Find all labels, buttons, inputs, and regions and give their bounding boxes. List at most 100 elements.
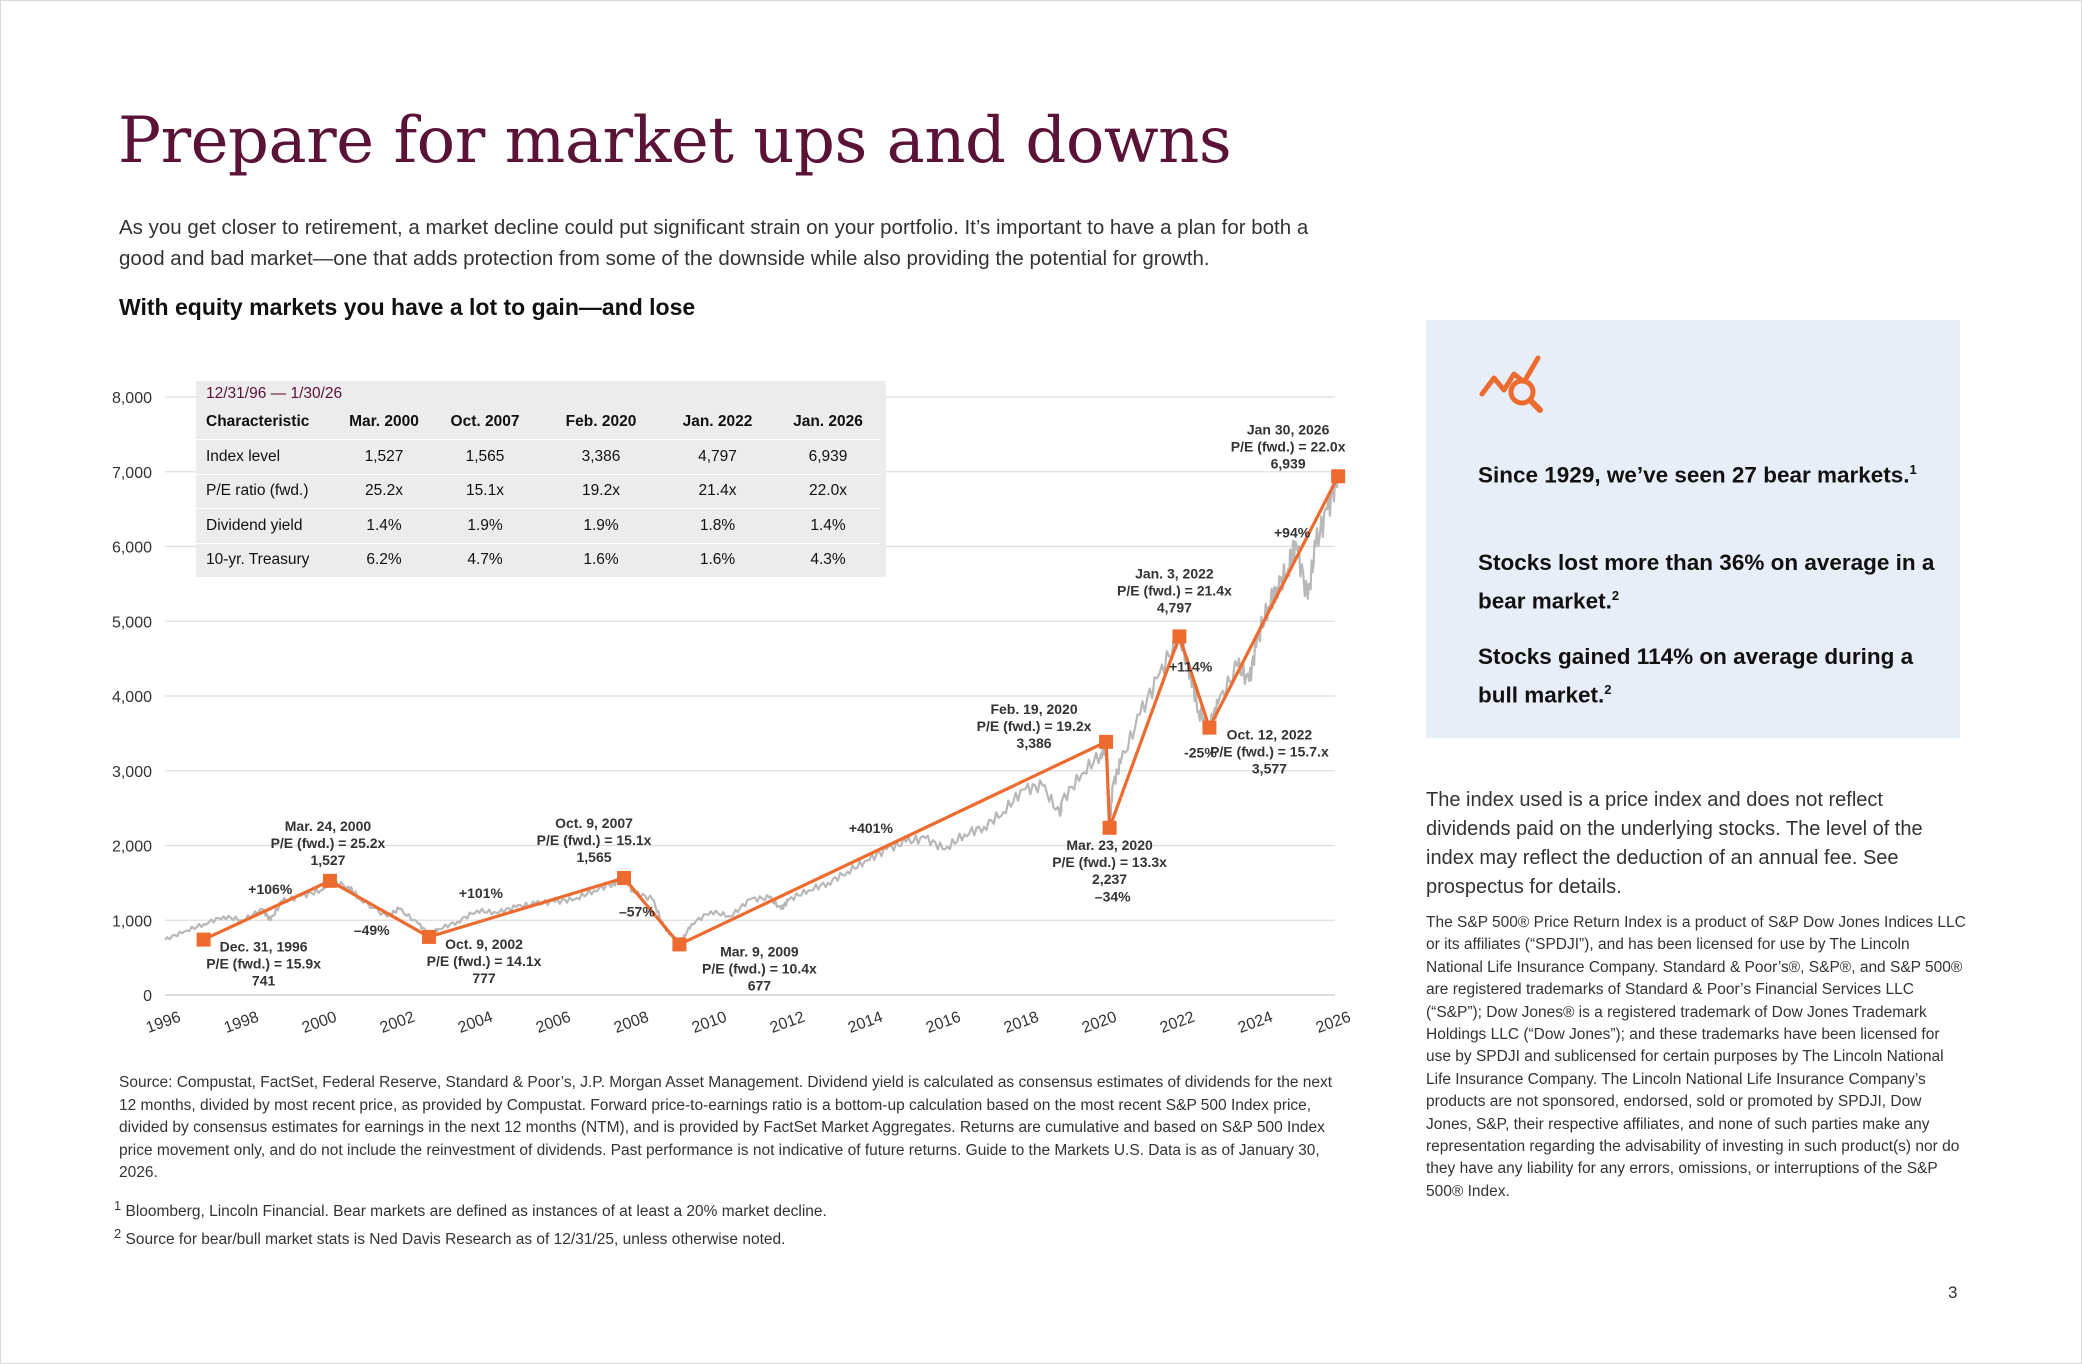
footnote-ref: 1 (1909, 462, 1917, 477)
point-label: Mar. 24, 2000 P/E (fwd.) = 25.2x 1,527 (271, 818, 386, 868)
characteristics-table: 12/31/96 — 1/30/26 Characteristic Mar. 2… (196, 381, 886, 577)
point-label-line: Oct. 9, 2002 (445, 936, 523, 952)
table-header-cell: Jan. 2026 (793, 413, 863, 430)
peak-trough-marker (1172, 629, 1187, 644)
point-label-line: Mar. 24, 2000 (285, 818, 372, 834)
x-tick-label: 2000 (300, 1009, 339, 1037)
bull-market-gain-stat: Stocks gained 114% on average during a b… (1478, 640, 1938, 712)
point-label-line: 2,237 (1092, 871, 1127, 887)
x-tick-label: 2022 (1158, 1009, 1197, 1037)
change-annotation: –49% (354, 922, 390, 938)
table-cell: 1.9% (427, 508, 543, 543)
point-label-line: Mar. 23, 2020 (1066, 837, 1153, 853)
table-header-row: Characteristic Mar. 2000 Oct. 2007 Feb. … (196, 405, 880, 440)
chart-subhead: With equity markets you have a lot to ga… (119, 294, 696, 320)
footnote-text: Source for bear/bull market stats is Ned… (125, 1231, 786, 1249)
page-number: 3 (1948, 1283, 1958, 1302)
change-annotation: +94% (1274, 525, 1311, 541)
point-label-line: P/E (fwd.) = 21.4x (1117, 582, 1232, 598)
x-tick-label: 2004 (456, 1009, 495, 1037)
y-tick-label: 4,000 (112, 689, 152, 706)
point-label-line: P/E (fwd.) = 15.1x (537, 832, 652, 848)
footnote-text: Bloomberg, Lincoln Financial. Bear marke… (125, 1203, 827, 1221)
peak-trough-marker (672, 937, 687, 952)
chart-annotations: +106% –49% +101% –57% +401% –34% +114% -25% +94% (248, 525, 1310, 939)
x-tick-label: 2026 (1314, 1009, 1353, 1037)
table-header-cell: Mar. 2000 (349, 413, 419, 430)
source-note: Source: Compustat, FactSet, Federal Rese… (119, 1074, 1333, 1181)
point-label: Jan. 3, 2022 P/E (fwd.) = 21.4x 4,797 (1117, 565, 1232, 615)
change-annotation: –57% (619, 904, 655, 920)
point-label-line: Jan. 3, 2022 (1135, 565, 1214, 581)
stat-text: Stocks gained 114% on average during a b… (1478, 644, 1914, 708)
point-label-line: 741 (252, 973, 276, 989)
chart-markers (196, 469, 1346, 952)
page-title: Prepare for market ups and downs (118, 104, 1232, 178)
change-annotation: +101% (459, 885, 504, 901)
point-label-line: Oct. 9, 2007 (555, 815, 633, 831)
point-label: Dec. 31, 1996 P/E (fwd.) = 15.9x 741 (206, 939, 321, 989)
point-label-line: 1,565 (577, 849, 612, 865)
point-label: Mar. 9, 2009 P/E (fwd.) = 10.4x 677 (702, 943, 817, 993)
point-label-line: 1,527 (310, 852, 345, 868)
chart-trend-line (202, 475, 1340, 947)
y-tick-label: 5,000 (112, 614, 152, 631)
table-cell: 1.6% (659, 542, 776, 577)
point-label-line: Feb. 19, 2020 (990, 701, 1077, 717)
y-tick-label: 2,000 (112, 839, 152, 856)
table-cell: P/E ratio (fwd.) (196, 473, 341, 509)
point-label: Jan 30, 2026 P/E (fwd.) = 22.0x 6,939 (1231, 421, 1346, 471)
table-cell: 3,386 (543, 439, 659, 474)
footnote-mark: 2 (114, 1226, 122, 1241)
peak-trough-marker (422, 929, 437, 944)
y-tick-label: 6,000 (112, 540, 152, 557)
table-cell: Dividend yield (196, 508, 341, 543)
table-row: Index level 1,527 1,565 3,386 4,797 6,93… (196, 439, 880, 474)
x-tick-label: 1998 (222, 1009, 261, 1037)
table-cell: 6,939 (776, 439, 880, 474)
table-header-cell: Jan. 2022 (682, 413, 753, 430)
change-annotation: –34% (1095, 889, 1131, 905)
table-cell: 1.6% (543, 542, 659, 577)
point-label-line: P/E (fwd.) = 15.7.x (1210, 744, 1329, 760)
peak-trough-marker (1102, 820, 1117, 835)
y-tick-label: 0 (143, 988, 152, 1005)
point-label-line: P/E (fwd.) = 15.9x (206, 956, 321, 972)
footnote-1: 1 Bloomberg, Lincoln Financial. Bear mar… (114, 1198, 827, 1221)
x-tick-label: 1996 (144, 1009, 183, 1037)
peak-trough-marker (617, 871, 632, 886)
chart-magnifier-icon (1479, 355, 1543, 413)
point-label-line: Mar. 9, 2009 (720, 943, 799, 959)
x-axis-ticks: 1996 1998 2000 2002 2004 2006 2008 2010 2012 2014… (144, 1009, 1353, 1037)
sp500-chart: 0 1,000 2,000 3,000 4,000 5,000 6,000 7,000 8,00… (112, 390, 1353, 1037)
table-row: Dividend yield 1.4% 1.9% 1.9% 1.8% 1.4% (196, 508, 880, 543)
point-label: Oct. 9, 2002 P/E (fwd.) = 14.1x 777 (427, 936, 542, 986)
point-label-line: 3,577 (1252, 761, 1287, 777)
point-label-line: P/E (fwd.) = 10.4x (702, 960, 817, 976)
peak-trough-marker (1099, 734, 1114, 749)
x-tick-label: 2014 (846, 1009, 885, 1037)
point-label-line: 3,386 (1017, 735, 1052, 751)
point-label: Mar. 23, 2020 P/E (fwd.) = 13.3x 2,237 (1052, 837, 1167, 887)
table-cell: 10-yr. Treasury (196, 542, 341, 577)
stat-text: Since 1929, we’ve seen 27 bear markets. (1478, 462, 1910, 488)
table-header-cell: Characteristic (206, 413, 310, 430)
table-cell: 19.2x (543, 473, 659, 509)
y-axis-ticks: 0 1,000 2,000 3,000 4,000 5,000 6,000 7,000 8,00… (112, 390, 152, 1005)
footnote-2: 2 Source for bear/bull market stats is N… (114, 1226, 785, 1249)
table-row: 10-yr. Treasury 6.2% 4.7% 1.6% 1.6% 4.3% (196, 542, 880, 577)
x-tick-label: 2024 (1236, 1009, 1275, 1037)
table-cell: 21.4x (659, 473, 776, 509)
footnote-mark: 1 (114, 1198, 122, 1213)
sp500-price-line (164, 468, 1340, 946)
bear-market-count-stat: Since 1929, we’ve seen 27 bear markets.1 (1478, 453, 1938, 492)
x-tick-label: 2010 (690, 1009, 729, 1037)
point-label-line: P/E (fwd.) = 14.1x (427, 953, 542, 969)
table-cell: 1.4% (776, 508, 880, 543)
point-label-line: P/E (fwd.) = 13.3x (1052, 854, 1167, 870)
point-label-line: Jan 30, 2026 (1247, 421, 1330, 437)
change-annotation: +114% (1169, 658, 1213, 674)
x-tick-label: 2020 (1080, 1009, 1119, 1037)
table-cell: 1.8% (659, 508, 776, 543)
stats-callout-box: Since 1929, we’ve seen 27 bear markets.1… (1426, 320, 1960, 738)
